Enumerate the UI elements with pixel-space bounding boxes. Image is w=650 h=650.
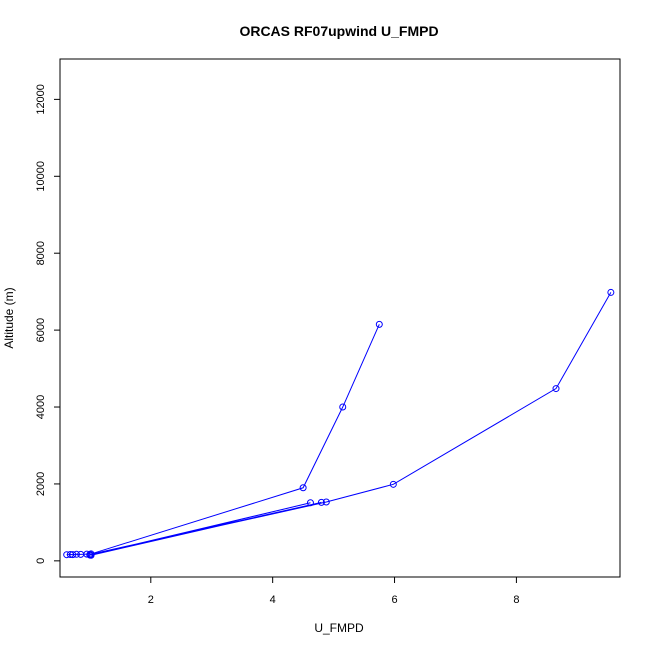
data-point <box>339 403 347 411</box>
data-point <box>552 385 560 393</box>
y-tick-label: 2000 <box>35 472 47 496</box>
data-point <box>607 288 615 296</box>
y-axis-label: Altitude (m) <box>2 287 16 348</box>
y-tick-label: 6000 <box>35 318 47 342</box>
x-tick-label: 6 <box>391 594 397 606</box>
data-point <box>322 498 330 506</box>
x-tick-label: 8 <box>513 594 519 606</box>
y-tick-label: 4000 <box>35 395 47 419</box>
x-axis: 2 4 6 8 <box>148 576 519 606</box>
data-point <box>87 551 95 559</box>
series-line <box>89 292 612 556</box>
data-point <box>72 550 80 558</box>
data-point <box>317 498 325 506</box>
data-point <box>306 499 314 507</box>
chart-title: ORCAS RF07upwind U_FMPD <box>239 23 438 39</box>
y-tick-label: 12000 <box>35 84 47 115</box>
x-tick-label: 4 <box>270 594 276 606</box>
x-axis-label: U_FMPD <box>314 621 364 635</box>
y-axis: 0 2000 4000 6000 8000 10000 12000 <box>35 84 61 564</box>
data-point <box>375 320 383 328</box>
series-layer <box>63 288 615 559</box>
y-tick-label: 0 <box>35 558 47 564</box>
data-point <box>389 480 397 488</box>
y-tick-label: 10000 <box>35 161 47 192</box>
data-point <box>299 484 307 492</box>
y-tick-label: 8000 <box>35 241 47 265</box>
x-tick-label: 2 <box>148 594 154 606</box>
data-point <box>69 551 77 559</box>
data-point <box>86 551 94 559</box>
